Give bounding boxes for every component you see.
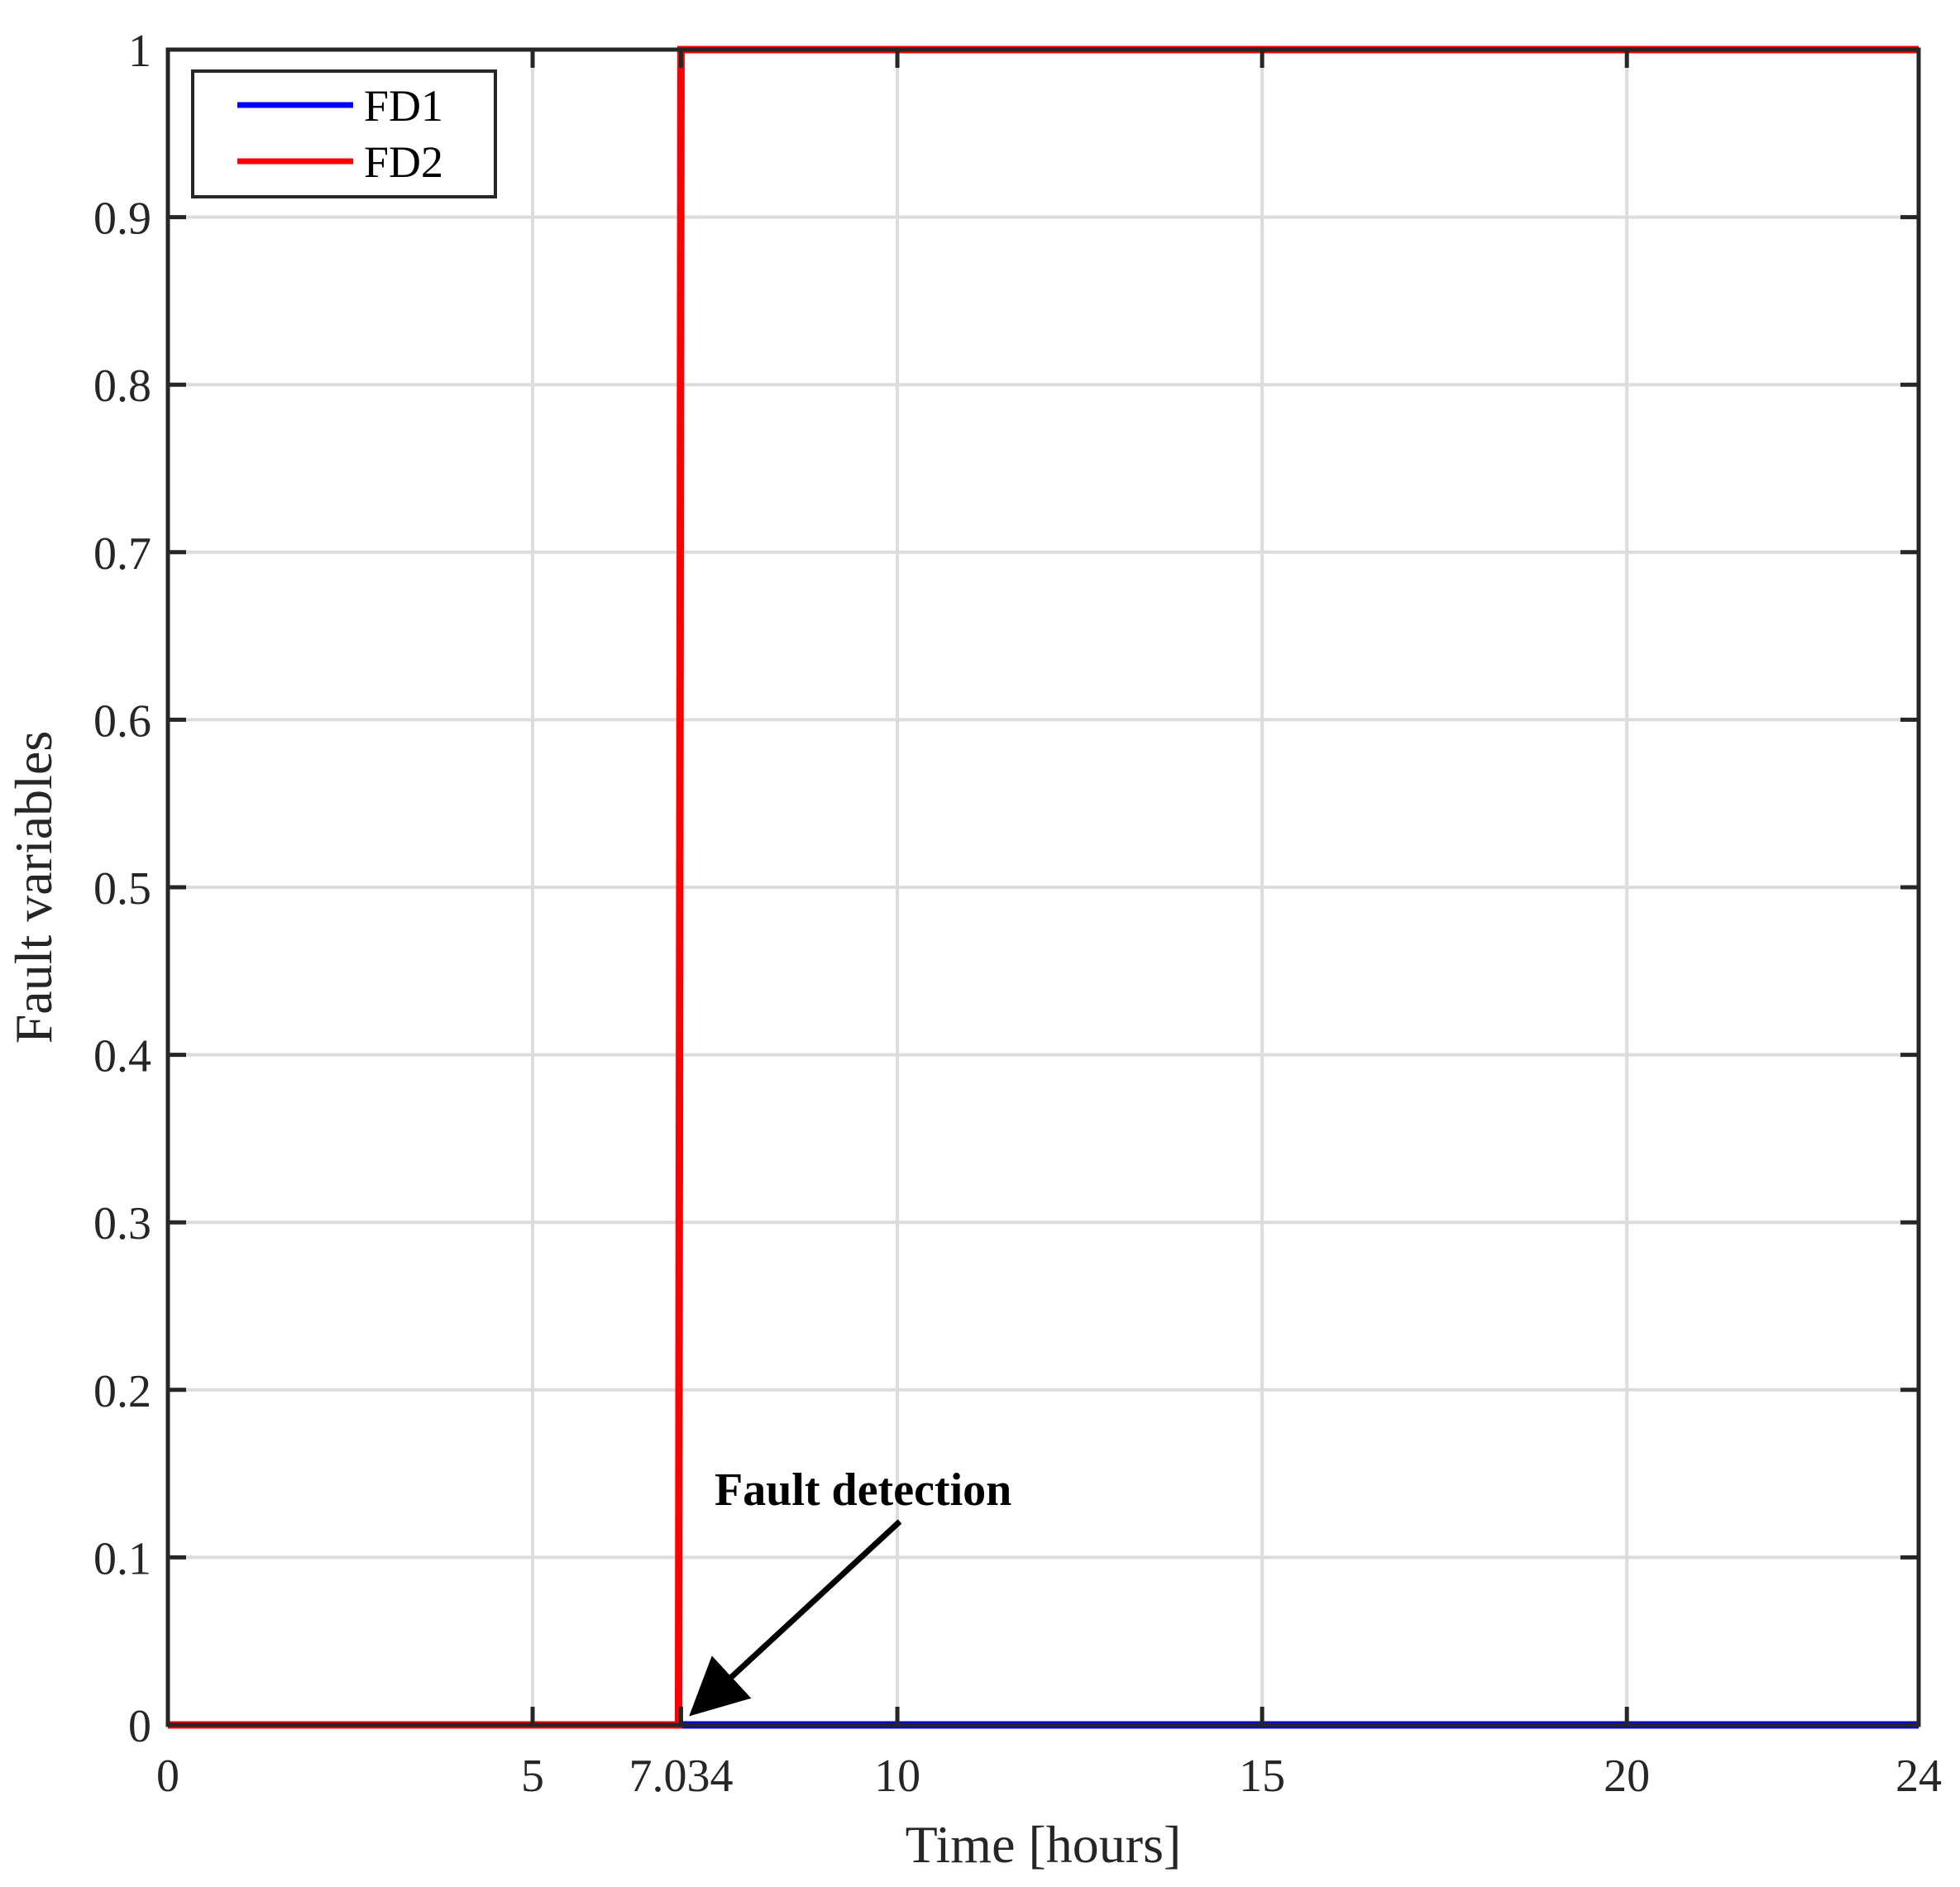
grid (168, 50, 1919, 1725)
legend-label-fd1: FD1 (364, 81, 443, 131)
x-tick-label: 10 (874, 1751, 920, 1802)
legend-box (191, 69, 497, 198)
x-tick-label: 0 (156, 1751, 179, 1802)
x-tick-label: 7.034 (629, 1751, 733, 1802)
y-tick-label: 0 (128, 1701, 151, 1752)
x-axis-ticks: 0 5 7.034 10 15 20 24 (156, 50, 1942, 1802)
y-tick-label: 0.4 (93, 1031, 151, 1082)
x-tick-label: 15 (1239, 1751, 1285, 1802)
x-tick-label: 24 (1895, 1751, 1942, 1802)
y-tick-label: 0.7 (93, 528, 151, 580)
y-tick-label: 0.9 (93, 193, 151, 245)
y-tick-label: 1 (128, 26, 151, 77)
x-axis-label: Time [hours] (906, 1815, 1182, 1874)
x-tick-label: 5 (521, 1751, 544, 1802)
y-tick-label: 0.3 (93, 1198, 151, 1249)
y-tick-label: 0.6 (93, 695, 151, 747)
y-axis-ticks: 0 0.1 0.2 0.3 0.4 0.5 0.6 0.7 0.8 0.9 1 (93, 26, 1919, 1752)
y-axis-label: Fault variables (4, 731, 63, 1044)
y-tick-label: 0.8 (93, 361, 151, 412)
annotation: Fault detection (689, 1464, 1011, 1717)
y-tick-label: 0.5 (93, 863, 151, 915)
y-tick-label: 0.1 (93, 1533, 151, 1584)
annotation-arrow (689, 1519, 902, 1717)
x-tick-label: 20 (1604, 1751, 1650, 1802)
annotation-label: Fault detection (715, 1464, 1011, 1516)
legend: FD1 FD2 (191, 69, 497, 198)
y-tick-label: 0.2 (93, 1366, 151, 1417)
legend-label-fd2: FD2 (364, 137, 443, 187)
